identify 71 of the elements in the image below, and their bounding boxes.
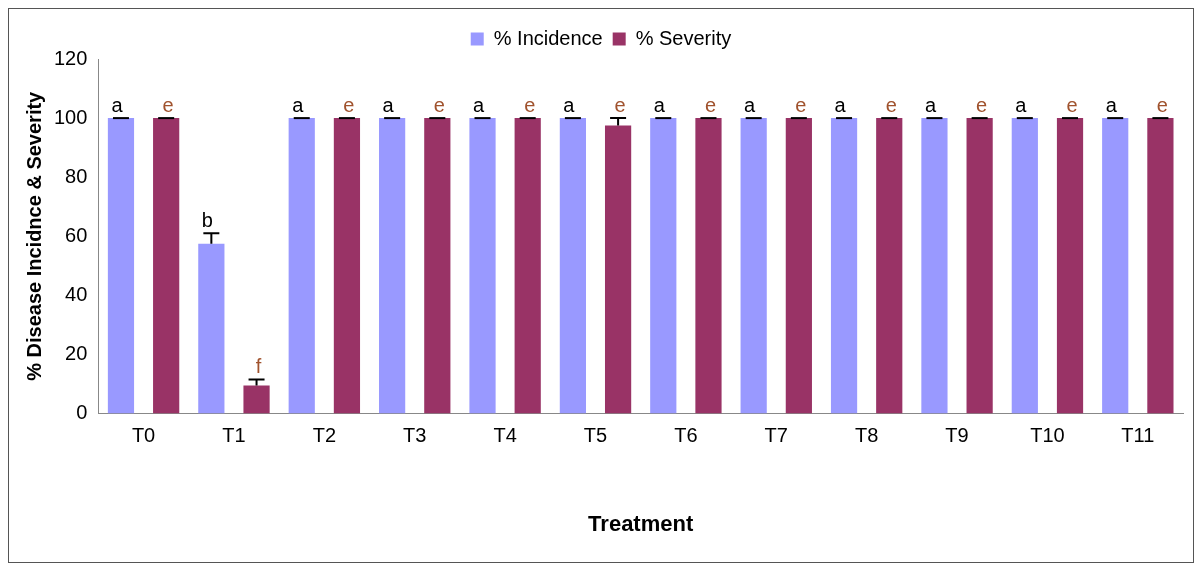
x-tick-label: T5	[583, 424, 608, 447]
bar	[740, 118, 767, 414]
x-tick-label: T0	[131, 424, 156, 447]
data-label: e	[433, 93, 445, 116]
x-tick-label: T8	[854, 424, 879, 447]
x-tick-label: T3	[403, 424, 427, 447]
bar	[514, 118, 541, 414]
y-tick-label: 80	[65, 164, 88, 187]
bar	[830, 118, 858, 414]
x-axis-title: Treatment	[588, 510, 694, 536]
legend-label: % Severity	[635, 26, 732, 49]
bar	[785, 118, 812, 414]
data-label: b	[201, 208, 213, 231]
y-tick-label: 40	[65, 282, 88, 305]
legend-label: % Incidence	[493, 26, 603, 49]
data-label: e	[614, 93, 626, 116]
bar	[469, 118, 496, 414]
bar	[424, 118, 451, 414]
bar	[243, 385, 270, 414]
x-tick-label: T1	[222, 424, 246, 447]
data-label: e	[1156, 93, 1168, 116]
bar	[1011, 118, 1038, 414]
bar	[379, 118, 406, 414]
bar	[198, 243, 225, 414]
y-tick-label: 120	[53, 46, 88, 69]
x-tick-label: T9	[945, 424, 969, 447]
bar	[559, 118, 586, 414]
x-tick-label: T2	[312, 424, 337, 447]
data-label: a	[563, 93, 576, 116]
bar	[695, 118, 722, 414]
x-tick-label: T4	[493, 424, 517, 447]
y-tick-label: 0	[76, 401, 88, 424]
bar	[604, 125, 632, 414]
x-tick-label: T10	[1030, 424, 1065, 447]
data-label: a	[924, 93, 937, 116]
bar	[288, 118, 315, 414]
data-label: e	[343, 93, 355, 116]
data-label: e	[1066, 93, 1078, 116]
bar	[1147, 118, 1174, 414]
data-label: e	[704, 93, 717, 116]
x-tick-label: T11	[1121, 424, 1155, 447]
data-label: a	[472, 93, 485, 116]
data-label: a	[111, 93, 124, 116]
y-tick-label: 100	[53, 105, 88, 128]
data-label: a	[382, 93, 395, 116]
data-label: a	[744, 93, 757, 116]
bar	[921, 118, 948, 414]
x-tick-label: T7	[764, 424, 788, 447]
data-label: e	[976, 93, 988, 116]
bar	[650, 118, 677, 414]
bar	[333, 118, 361, 414]
data-label: e	[795, 93, 807, 116]
bar	[966, 118, 993, 414]
y-tick-label: 60	[65, 223, 88, 246]
data-label: a	[292, 93, 305, 116]
bar	[153, 118, 180, 414]
data-label: e	[885, 93, 897, 116]
y-tick-label: 20	[65, 342, 88, 365]
data-label: e	[524, 93, 536, 116]
bar	[876, 118, 903, 414]
data-label: a	[653, 93, 666, 116]
data-label: a	[1105, 93, 1118, 116]
data-label: a	[834, 93, 847, 116]
data-label: a	[1015, 93, 1028, 116]
y-axis-title: % Disease Incidnce & Severity	[22, 90, 45, 381]
bar	[1102, 118, 1129, 414]
bar	[1056, 118, 1084, 414]
data-label: e	[162, 93, 174, 116]
bar	[107, 118, 135, 414]
x-tick-label: T6	[674, 424, 698, 447]
data-label: f	[255, 355, 262, 378]
